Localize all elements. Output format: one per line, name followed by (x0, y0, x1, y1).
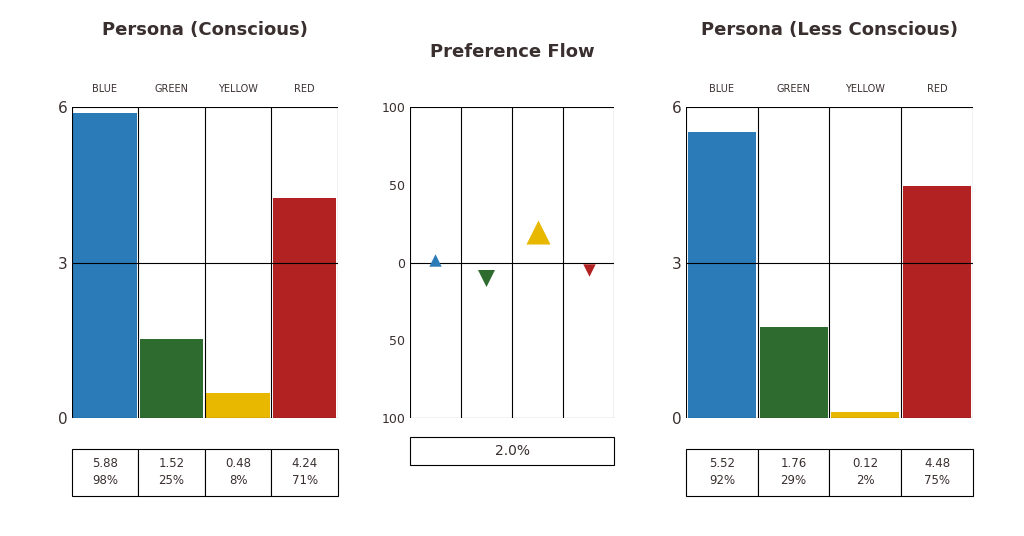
Text: GREEN: GREEN (155, 84, 188, 94)
Bar (207, 393, 269, 418)
Bar (72, 449, 138, 496)
Text: 5.88
98%: 5.88 98% (92, 458, 118, 487)
Text: 5.52
92%: 5.52 92% (709, 458, 735, 487)
Bar (758, 449, 829, 496)
Text: 2.0%: 2.0% (495, 444, 529, 458)
Point (478, 274, 495, 282)
Point (529, 227, 546, 236)
Text: Preference Flow: Preference Flow (430, 42, 594, 61)
Bar (273, 198, 336, 418)
Point (427, 255, 443, 264)
Text: RED: RED (294, 84, 315, 94)
Text: YELLOW: YELLOW (218, 84, 258, 94)
Bar (205, 449, 271, 496)
Bar (271, 449, 338, 496)
Text: 0.48
8%: 0.48 8% (225, 458, 251, 487)
Bar (903, 186, 971, 418)
Bar (688, 132, 756, 418)
Bar (138, 449, 205, 496)
Bar (686, 449, 758, 496)
Text: 1.76
29%: 1.76 29% (780, 458, 807, 487)
Text: Persona (Less Conscious): Persona (Less Conscious) (701, 21, 957, 39)
Text: 4.48
75%: 4.48 75% (924, 458, 950, 487)
Text: RED: RED (927, 84, 947, 94)
Bar (760, 327, 827, 418)
Text: Persona (Conscious): Persona (Conscious) (101, 21, 308, 39)
Text: GREEN: GREEN (776, 84, 811, 94)
Bar (901, 449, 973, 496)
Bar (74, 114, 136, 418)
Bar (829, 449, 901, 496)
Text: BLUE: BLUE (710, 84, 734, 94)
Bar (410, 437, 614, 465)
Bar (140, 339, 203, 418)
Text: 1.52
25%: 1.52 25% (159, 458, 184, 487)
Bar (831, 412, 899, 418)
Text: YELLOW: YELLOW (846, 84, 885, 94)
Text: BLUE: BLUE (92, 84, 118, 94)
Text: 4.24
71%: 4.24 71% (292, 458, 317, 487)
Point (581, 266, 597, 275)
Text: 0.12
2%: 0.12 2% (852, 458, 879, 487)
